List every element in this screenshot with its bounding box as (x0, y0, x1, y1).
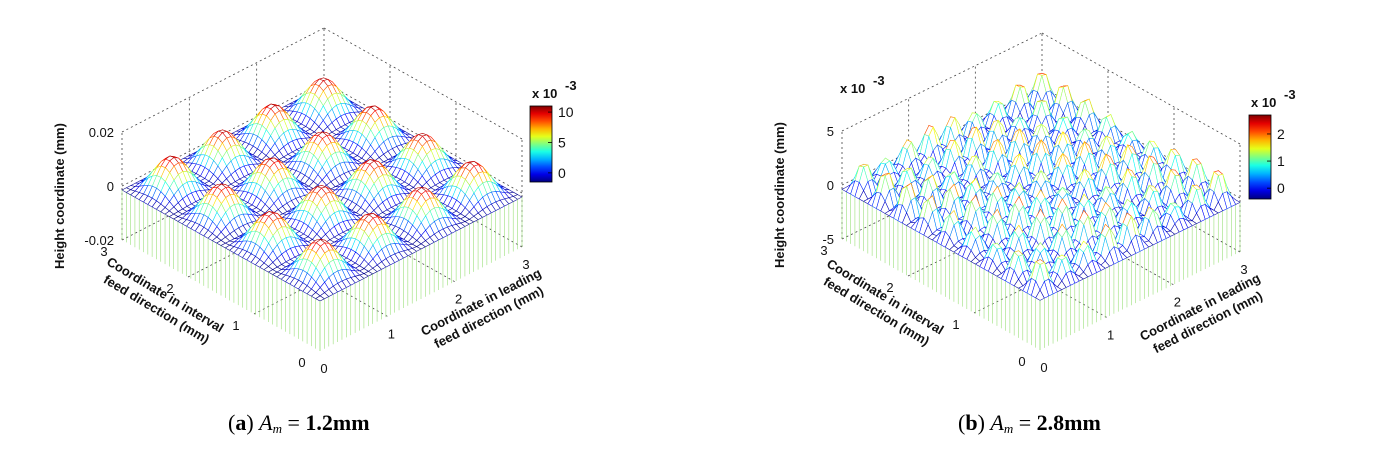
surface-skirt (841, 189, 1241, 350)
y-tick-label: 2 (166, 281, 173, 296)
caption-b: (b) Am = 2.8mm (958, 410, 1101, 436)
x-tick-label: 1 (388, 326, 395, 341)
mesh-cell (315, 295, 325, 302)
x-tick-label: 0 (1040, 360, 1047, 375)
x-tick-label: 2 (455, 292, 462, 307)
x-tick-label: 1 (1107, 327, 1114, 342)
z-tick-label: -0.02 (84, 233, 114, 248)
y-tick-label: 3 (820, 243, 827, 258)
caption-a: (a) Am = 1.2mm (228, 410, 370, 436)
x-tick-label: 0 (320, 361, 327, 376)
z-axis-label: Height coordinate (mm) (772, 122, 787, 268)
colorbar-tick-label: 0 (1277, 180, 1285, 196)
mesh-cell (1035, 289, 1045, 301)
colorbar: 10 5 0 x 10 -3 (529, 78, 577, 183)
z-multiplier-exponent: -3 (873, 73, 885, 88)
colorbar-scale (1248, 114, 1272, 200)
y-tick-label: 2 (886, 280, 893, 295)
colorbar-tick-label: 0 (558, 165, 566, 181)
y-tick-label: 1 (232, 318, 239, 333)
y-axis-label: Coordinate in intervalfeed direction (mm… (815, 256, 946, 352)
colorbar-multiplier-exponent: -3 (565, 78, 577, 93)
z-tick-label: 0 (107, 179, 114, 194)
x-tick-label: 2 (1174, 295, 1181, 310)
z-multiplier: x 10 (840, 81, 865, 96)
surface-skirt (121, 190, 523, 351)
colorbar-tick-label: 5 (558, 134, 566, 150)
colorbar-tick-label: 10 (558, 104, 574, 120)
z-tick-label: 0 (827, 178, 834, 193)
z-tick-label: -5 (822, 232, 834, 247)
surface-mesh (841, 72, 1241, 301)
colorbar-scale (529, 105, 553, 183)
x-tick-label: 3 (1240, 262, 1247, 277)
surface-mesh (121, 77, 523, 302)
z-tick-label: 0.02 (89, 125, 114, 140)
y-tick-label: 1 (952, 317, 959, 332)
colorbar-tick-label: 1 (1277, 153, 1285, 169)
y-tick-label: 0 (1018, 354, 1025, 369)
z-axis-label: Height coordinate (mm) (52, 123, 67, 269)
y-tick-label: 0 (298, 355, 305, 370)
z-tick-label: 5 (827, 124, 834, 139)
y-tick-label: 3 (100, 244, 107, 259)
colorbar-multiplier: x 10 (532, 86, 557, 101)
y-axis-label: Coordinate in intervalfeed direction (mm… (95, 254, 226, 350)
box-edge (841, 32, 1043, 132)
colorbar-multiplier-exponent: -3 (1284, 87, 1296, 102)
x-tick-label: 3 (522, 257, 529, 272)
colorbar-tick-label: 2 (1277, 126, 1285, 142)
colorbar-multiplier: x 10 (1251, 95, 1276, 110)
colorbar: 2 1 0 x 10 -3 (1248, 87, 1296, 200)
